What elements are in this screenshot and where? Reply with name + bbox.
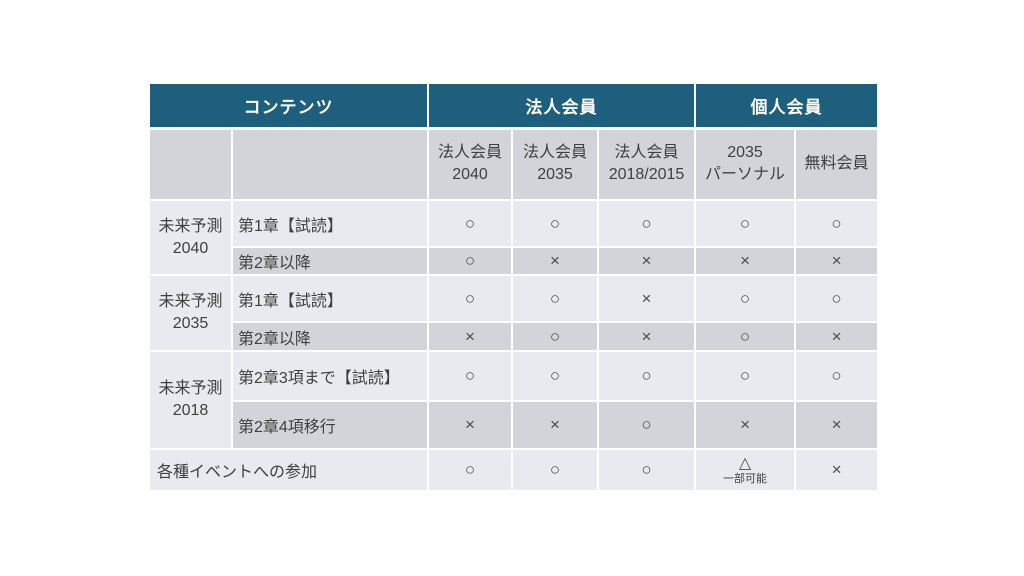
access-cell: ○ xyxy=(694,350,797,402)
subheader-corporate-2035: 法人会員 2035 xyxy=(511,127,599,201)
header-group-individual: 個人会員 xyxy=(694,82,880,130)
table-row: 第2章以降 ○ × × × × xyxy=(149,246,880,276)
access-cell: ○ xyxy=(511,199,599,248)
content-cell: 各種イベントへの参加 xyxy=(148,448,429,492)
access-cell: × xyxy=(694,246,797,276)
access-cell: × xyxy=(794,321,880,352)
access-cell: × xyxy=(794,400,880,450)
access-cell: ○ xyxy=(794,199,880,248)
subheader-empty-content xyxy=(231,127,429,201)
table-header-row: コンテンツ 法人会員 個人会員 xyxy=(148,82,880,130)
access-cell: × xyxy=(427,400,513,450)
header-group-contents: コンテンツ xyxy=(148,82,429,130)
access-cell: ○ xyxy=(427,274,513,323)
access-cell: × xyxy=(794,448,880,492)
row-group-label-2018: 未来予測 2018 xyxy=(148,350,233,450)
access-cell: ○ xyxy=(694,199,797,248)
access-cell: ○ xyxy=(596,448,697,492)
access-cell: × xyxy=(596,321,697,352)
table-row: 未来予測 2035 第1章【試読】 ○ ○ × ○ ○ xyxy=(148,274,880,352)
access-cell: ○ xyxy=(427,350,513,402)
access-cell: ○ xyxy=(427,199,513,248)
content-cell: 第1章【試読】 xyxy=(231,274,429,323)
access-cell-partial: △ 一部可能 xyxy=(694,448,797,492)
access-cell: ○ xyxy=(596,400,697,450)
content-cell: 第2章3項まで【試読】 xyxy=(231,350,429,402)
access-cell: ○ xyxy=(596,199,697,248)
access-cell: ○ xyxy=(427,448,513,492)
access-cell: ○ xyxy=(511,274,599,323)
access-cell: ○ xyxy=(511,448,599,492)
partial-triangle: △ xyxy=(738,454,752,472)
access-cell: ○ xyxy=(794,274,880,323)
access-cell: ○ xyxy=(427,246,513,276)
access-cell: × xyxy=(596,274,697,323)
subheader-empty-group xyxy=(148,127,233,201)
subheader-free-member: 無料会員 xyxy=(794,127,880,201)
access-cell: × xyxy=(596,246,697,276)
table-row: 第2章4項移行 × × ○ × × xyxy=(149,400,880,450)
row-group-label-2040: 未来予測 2040 xyxy=(148,199,233,276)
access-cell: × xyxy=(511,400,599,450)
access-cell: × xyxy=(794,246,880,276)
content-cell: 第2章以降 xyxy=(231,246,429,276)
table-row: 第2章以降 × ○ × ○ × xyxy=(149,321,880,352)
table-row: 未来予測 2040 第1章【試読】 ○ ○ ○ ○ ○ xyxy=(148,199,880,276)
header-group-corporate: 法人会員 xyxy=(426,82,697,130)
membership-access-table: コンテンツ 法人会員 個人会員 法人会員 2040 法人会員 2035 法人会員… xyxy=(148,82,880,492)
access-cell: ○ xyxy=(794,350,880,402)
content-cell: 第2章以降 xyxy=(231,321,429,352)
event-participation-row: 各種イベントへの参加 ○ ○ ○ △ 一部可能 × xyxy=(148,448,880,492)
access-cell: ○ xyxy=(511,321,599,352)
access-cell: × xyxy=(511,246,599,276)
subheader-corporate-2040: 法人会員 2040 xyxy=(427,127,513,201)
content-cell: 第1章【試読】 xyxy=(231,199,429,248)
content-cell: 第2章4項移行 xyxy=(231,400,429,450)
access-cell: ○ xyxy=(694,274,797,323)
access-cell: ○ xyxy=(694,321,797,352)
table-row: 未来予測 2018 第2章3項まで【試読】 ○ ○ ○ ○ ○ xyxy=(148,350,880,450)
access-cell: × xyxy=(427,321,513,352)
subheader-corporate-2018-2015: 法人会員 2018/2015 xyxy=(596,127,697,201)
access-cell: ○ xyxy=(511,350,599,402)
partial-note: 一部可能 xyxy=(723,472,768,485)
subheader-2035-personal: 2035 パーソナル xyxy=(694,127,797,201)
row-group-label-2035: 未来予測 2035 xyxy=(148,274,233,352)
table-subheader-row: 法人会員 2040 法人会員 2035 法人会員 2018/2015 2035 … xyxy=(148,127,880,201)
access-cell: × xyxy=(694,400,797,450)
access-cell: ○ xyxy=(596,350,697,402)
